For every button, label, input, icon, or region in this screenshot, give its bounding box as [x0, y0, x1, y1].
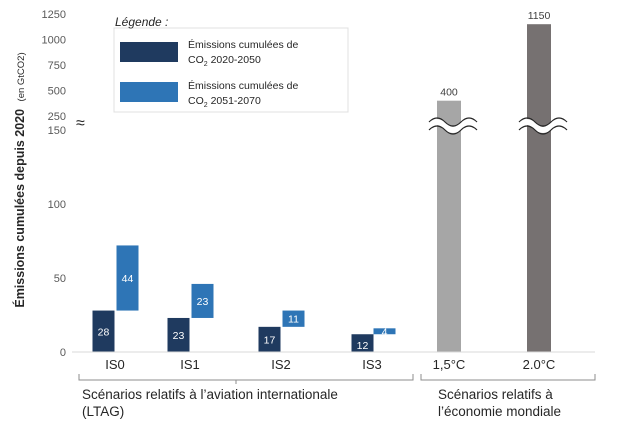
y-tick-label: 500	[48, 86, 66, 98]
bar-2051-2070	[282, 310, 305, 327]
bar-2020-2050	[92, 310, 115, 352]
bar-break-mark	[428, 125, 478, 135]
category-label: 2.0°C	[523, 357, 556, 372]
group-label-aviation-line1: Scénarios relatifs à l’aviation internat…	[82, 387, 338, 402]
legend: Légende : Émissions cumulées de CO2 2020…	[113, 15, 349, 113]
group-label-world-line2: l’économie mondiale	[438, 404, 561, 419]
legend-item-2-line2: CO2 2051-2070	[188, 95, 261, 109]
y-tick-label: 50	[54, 273, 66, 285]
bar-break-mark	[428, 117, 478, 127]
legend-swatch-2	[120, 82, 178, 102]
y-tick-label: 1250	[42, 9, 66, 21]
group-bracket-aviation	[78, 374, 414, 381]
data-label-2051-2070: 11	[288, 314, 299, 326]
y-axis-label: Émissions cumulées depuis 2020 (en GtCO2…	[12, 52, 27, 307]
bars	[92, 245, 396, 352]
y-tick-label: 150	[48, 125, 66, 137]
legend-item-2-line1: Émissions cumulées de	[188, 79, 298, 92]
bar-world-scenario	[527, 24, 551, 352]
category-label: 1,5°C	[433, 357, 466, 372]
legend-item-1-line1: Émissions cumulées de	[188, 38, 298, 51]
data-label-2020-2050: 28	[98, 326, 110, 338]
y-tick-label: 750	[48, 60, 66, 72]
group-label-world-line1: Scénarios relatifs à	[438, 387, 553, 402]
data-label-world: 400	[440, 87, 458, 99]
data-label-2051-2070: 23	[197, 296, 209, 308]
group-brackets	[78, 374, 596, 384]
y-axis-break: ≈	[76, 115, 85, 132]
bar-2051-2070	[116, 245, 139, 311]
data-label-2051-2070: 44	[122, 273, 134, 285]
group-label-aviation-line2: (LTAG)	[82, 404, 124, 419]
bar-2020-2050	[258, 326, 281, 352]
data-label-2020-2050: 12	[357, 340, 369, 352]
category-label: IS1	[180, 357, 200, 372]
data-label-2020-2050: 23	[173, 330, 185, 342]
data-label-2051-2070: 4	[382, 326, 388, 338]
category-label: IS0	[105, 357, 125, 372]
category-label: IS3	[362, 357, 382, 372]
bar-break-mark	[518, 125, 568, 135]
bar-break-gap	[426, 119, 480, 133]
bar-break-gap	[516, 119, 570, 133]
data-label-2020-2050: 17	[264, 334, 276, 346]
bar-2020-2050	[167, 317, 190, 352]
legend-swatch-1	[120, 42, 178, 62]
category-label: IS2	[271, 357, 291, 372]
y-tick-label: 100	[48, 199, 66, 211]
legend-item-1-line2: CO2 2020-2050	[188, 54, 261, 68]
category-labels: IS0 IS1 IS2 IS3 1,5°C 2.0°C	[105, 357, 555, 372]
world-bars: 400 1150	[426, 10, 570, 352]
data-label-world: 1150	[528, 10, 551, 22]
group-bracket-world	[420, 374, 596, 381]
y-tick-label: 1000	[42, 35, 66, 47]
y-tick-label: 250	[48, 111, 66, 123]
bar-2020-2050	[351, 334, 374, 352]
bar-labels: 28 44 23 23 17 11 12 4	[98, 273, 388, 352]
bar-break-mark	[518, 117, 568, 127]
legend-title: Légende :	[115, 15, 168, 29]
y-ticks: 0 50 100 150 250 500 750 1000 1250	[42, 9, 66, 359]
bar-world-scenario	[437, 100, 461, 352]
bar-2051-2070	[373, 328, 396, 335]
bar-2051-2070	[191, 283, 214, 318]
y-tick-label: 0	[60, 347, 66, 359]
